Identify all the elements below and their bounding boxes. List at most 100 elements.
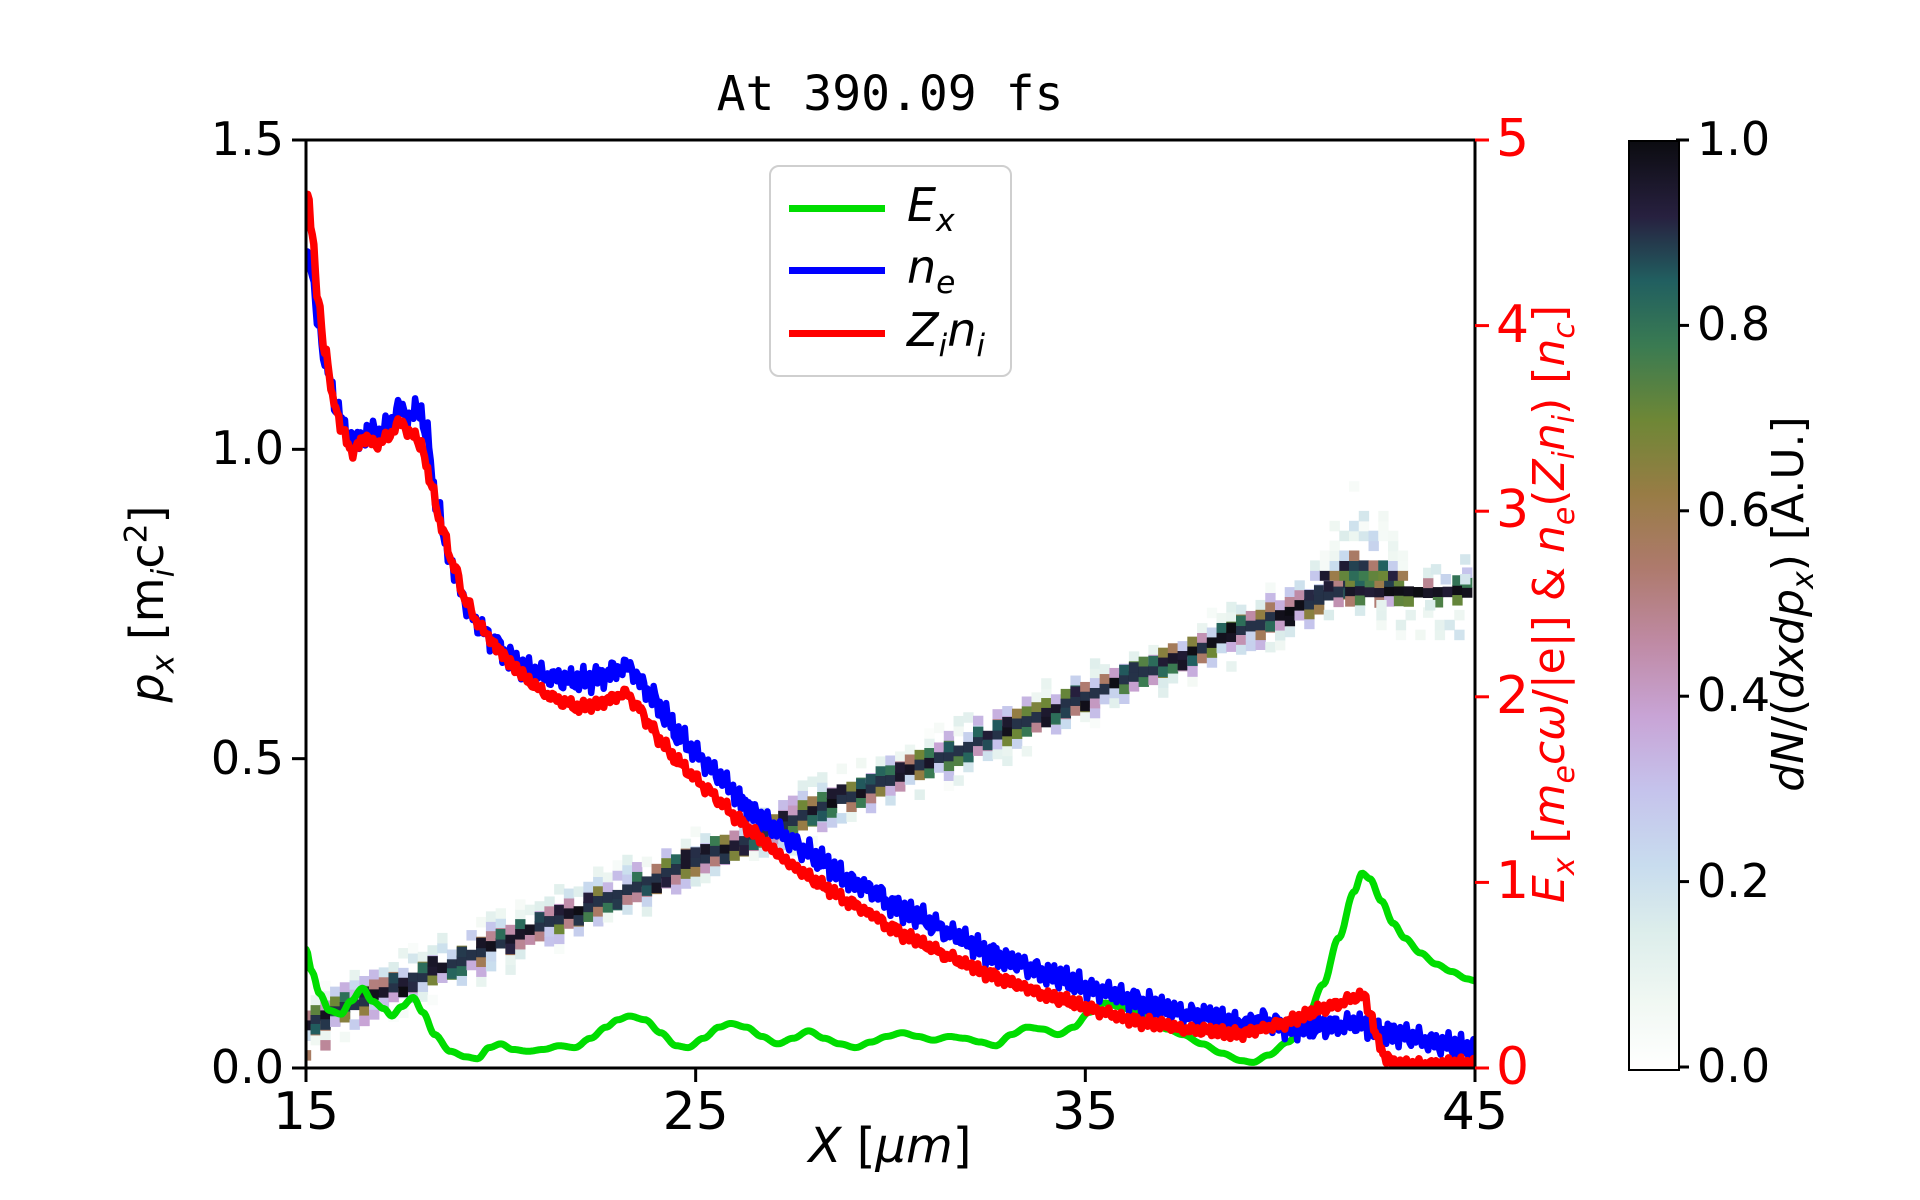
heatmap-cell [1432,587,1444,598]
heatmap-cell [1403,586,1414,597]
heatmap-cell [875,756,886,767]
heatmap-cell [339,992,351,1003]
heatmap-cell [1368,530,1379,542]
label-segment: [m [120,577,175,655]
heatmap-cell [1236,634,1247,645]
heatmap-cell [505,943,516,955]
heatmap-cell [359,1005,370,1017]
heatmap-cell [485,911,497,922]
heatmap-cell [895,781,906,792]
heatmap-cell [1349,481,1360,492]
label-segment: ] [952,1118,972,1174]
heatmap-cell [934,722,945,734]
heatmap-cell [583,881,594,893]
heatmap-cell [836,784,847,795]
label-segment: E [1524,875,1576,903]
heatmap-cell [904,744,916,756]
legend-line-swatch [789,330,885,338]
heatmap-cell [306,1050,312,1061]
heatmap-cell [1294,580,1305,591]
heatmap-cell [593,906,604,917]
heatmap-cell [836,813,847,824]
heatmap-cell [1265,621,1276,632]
heatmap-cell [1454,629,1465,641]
heatmap-cell [1206,637,1218,648]
heatmap-cell [719,853,731,865]
label-segment: d [1763,616,1815,645]
heatmap-cell [1364,576,1375,588]
heatmap-cell [1339,530,1350,542]
heatmap-cell [573,926,584,937]
heatmap-cell [1138,676,1149,687]
heatmap-cell [1432,596,1444,608]
heatmap-cell [1245,630,1257,642]
left-tick-label: 1.5 [210,112,284,166]
heatmap-cell [1387,540,1399,552]
heatmap-cell [495,908,507,919]
heatmap-cell [1236,604,1247,616]
heatmap-cell [778,800,789,811]
heatmap-cell [856,778,867,790]
heatmap-cell [1395,619,1407,631]
heatmap-cell [1329,550,1340,561]
heatmap-cell [1255,639,1266,650]
label-segment: x [1763,644,1815,671]
heatmap-cell [729,840,740,851]
heatmap-cell [320,1030,331,1041]
heatmap-cell [544,906,555,917]
label-segment: i [145,568,182,578]
heatmap-cell [1319,570,1331,581]
heatmap-cell [836,793,847,804]
heatmap-cell [729,830,740,842]
heatmap-cell [466,949,477,961]
heatmap-cell [1031,702,1042,713]
heatmap-cell [622,894,633,905]
label-segment: p [1763,588,1815,617]
heatmap-cell [1148,674,1159,686]
heatmap-cell [349,969,360,981]
heatmap-cell [456,965,468,976]
heatmap-cell [1274,639,1286,651]
heatmap-cell [1333,586,1344,598]
heatmap-cell [485,941,497,952]
heatmap-cell [524,924,536,935]
heatmap-cell [924,757,935,769]
heatmap-cell [671,884,682,895]
heatmap-cell [485,950,497,962]
heatmap-cell [515,929,526,940]
label-segment: N [1763,730,1815,764]
heatmap-cell [1011,738,1023,749]
heatmap-cell [407,981,419,993]
heatmap-cell [1274,610,1286,621]
heatmap-cell [398,986,409,998]
heatmap-cell [865,782,877,794]
heatmap-cell [612,889,623,901]
heatmap-cell [554,913,565,925]
heatmap-cell [554,923,565,935]
heatmap-cell [1358,530,1370,542]
heatmap-cell [690,866,701,877]
heatmap-cell [963,751,974,763]
heatmap-cell [1384,596,1395,607]
left-tick-label: 1.0 [210,421,284,476]
heatmap-cell [817,782,828,793]
heatmap-cell [1378,560,1389,571]
heatmap-cell [1158,666,1169,677]
heatmap-cell [1070,695,1081,706]
heatmap-cell [1021,745,1033,757]
heatmap-cell [1265,602,1276,613]
label-segment: i [938,328,948,365]
heatmap-cell [1323,589,1335,601]
heatmap-cell [1148,655,1159,667]
heatmap-cell [641,896,653,907]
heatmap-cell [1002,735,1013,747]
heatmap-cell [719,834,731,846]
heatmap-cell [1384,576,1395,587]
heatmap-cell [534,930,545,942]
heatmap-cell [758,827,770,838]
heatmap-cell [1358,510,1370,522]
label-segment: X [808,1118,842,1174]
heatmap-cell [1187,646,1198,658]
heatmap-cell [534,901,545,912]
heatmap-cell [817,821,828,833]
